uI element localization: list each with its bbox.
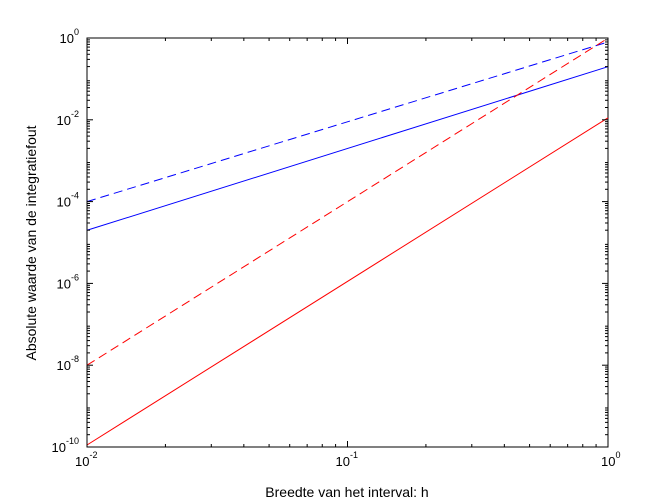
y-axis-label: Absolute waarde van de integratiefout (23, 125, 39, 360)
series-line-4 (86, 117, 609, 446)
x-axis-ticks: 10-2 10-1 100 (75, 38, 620, 469)
y-tick-label: 10-8 (57, 354, 79, 373)
y-tick-label: 10-6 (57, 272, 79, 291)
y-tick-label: 10-2 (57, 109, 79, 128)
x-axis-label: Breedte van het interval: h (265, 484, 428, 500)
series-line-1 (86, 41, 609, 203)
x-tick-label: 10-2 (75, 450, 97, 469)
series-line-3 (86, 37, 609, 366)
y-axis-ticks: 10-10 10-8 10-6 10-4 10-2 100 (52, 27, 608, 455)
x-tick-label: 100 (601, 450, 620, 469)
y-tick-label: 10-4 (57, 191, 79, 210)
x-tick-label: 10-1 (336, 450, 358, 469)
y-tick-label: 100 (60, 27, 79, 46)
plot-area (86, 37, 609, 448)
y-tick-label: 10-10 (52, 436, 79, 455)
series-layer (86, 37, 609, 446)
series-line-2 (86, 66, 609, 231)
